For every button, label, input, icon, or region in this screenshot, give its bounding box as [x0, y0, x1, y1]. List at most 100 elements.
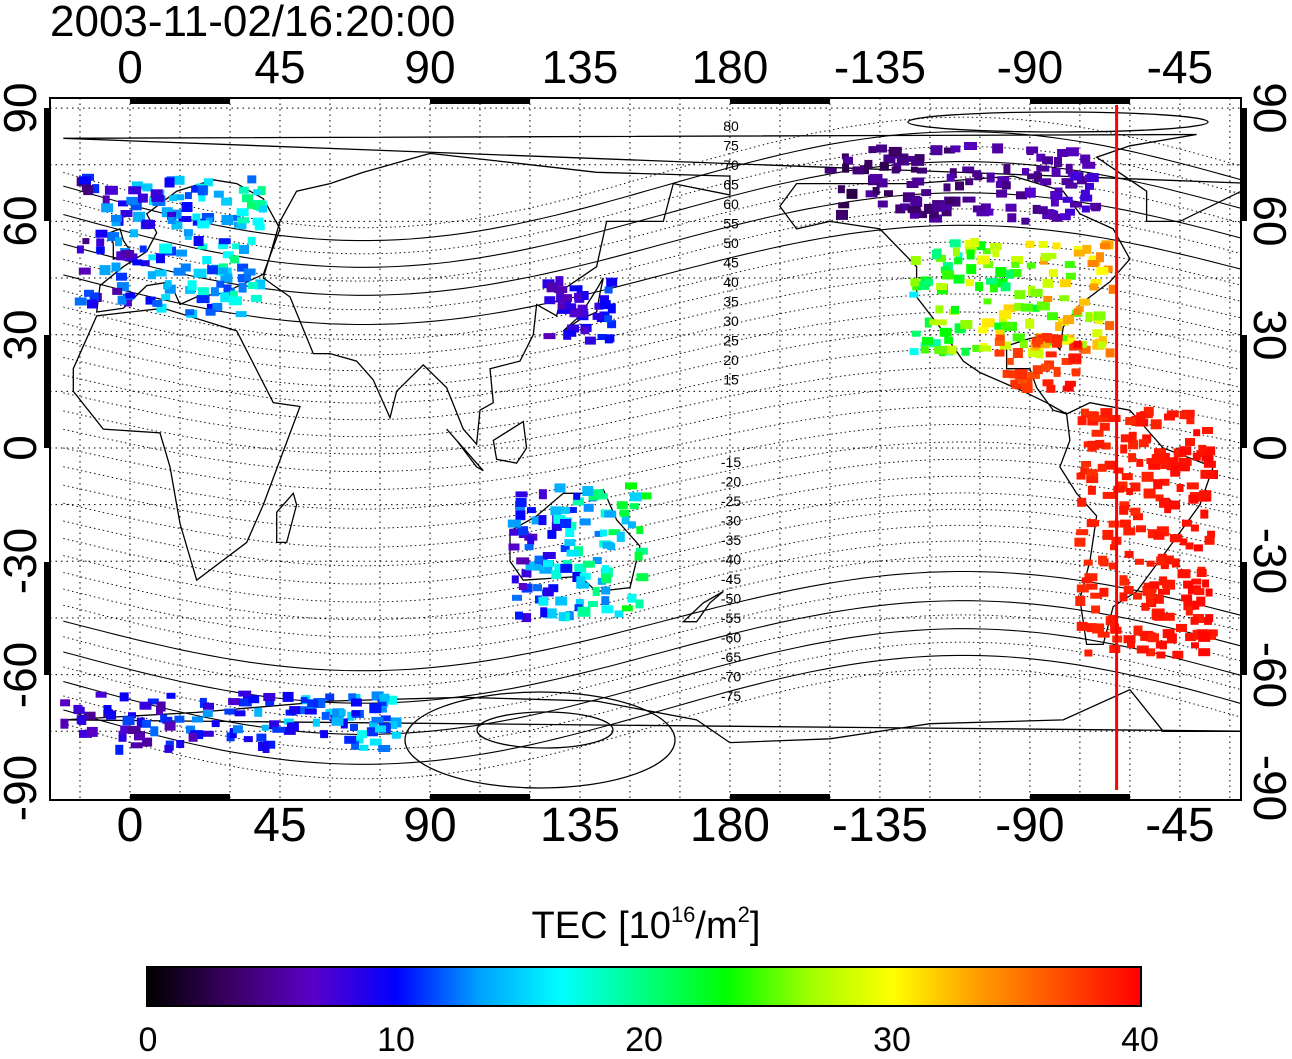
tec-point [191, 185, 199, 193]
tec-point [600, 295, 609, 305]
tec-point [1177, 569, 1191, 579]
tec-point [917, 211, 928, 219]
tec-point [1191, 578, 1202, 585]
tec-point [1020, 303, 1033, 312]
tec-point [539, 564, 553, 574]
tec-point [1001, 181, 1011, 190]
tec-point [911, 159, 925, 166]
tec-point [550, 506, 562, 516]
magnetic-contour [63, 524, 1241, 621]
tec-point [1159, 497, 1170, 508]
tec-point [86, 726, 98, 737]
tec-point [846, 188, 858, 199]
tec-point [604, 336, 613, 344]
tec-point [122, 716, 135, 726]
tec-point [900, 153, 909, 161]
tec-point [1130, 507, 1141, 516]
tec-point [1123, 586, 1134, 594]
tec-point [976, 241, 986, 251]
tec-point [1166, 633, 1177, 644]
tec-point [1180, 459, 1192, 466]
tec-point [1032, 204, 1041, 214]
tec-point [942, 270, 955, 280]
tec-point [910, 256, 921, 265]
coastline-4 [1059, 402, 1215, 646]
tec-point [507, 519, 521, 528]
tec-point [312, 718, 320, 727]
tec-point [243, 736, 253, 743]
tec-point [1192, 600, 1200, 610]
tec-point [910, 278, 920, 287]
tec-point [60, 699, 71, 707]
tec-point [981, 318, 995, 328]
magnetic-contour [63, 458, 1241, 548]
right-lat-tick: 30 [1244, 309, 1292, 361]
tec-point [106, 710, 117, 720]
tec-point [522, 613, 532, 623]
tec-point [348, 693, 357, 702]
tec-point [92, 184, 100, 194]
tec-point [1156, 651, 1166, 659]
tec-point [888, 146, 902, 157]
tec-point [1035, 348, 1044, 359]
tec-point [128, 712, 136, 719]
magnetic-label-south: -65 [721, 649, 741, 665]
tec-point [121, 249, 135, 258]
tec-point [123, 299, 132, 307]
tec-point [186, 725, 195, 734]
tec-point [515, 510, 526, 521]
tec-point [917, 280, 930, 290]
tec-point [625, 482, 637, 490]
tec-point [218, 267, 228, 275]
magnetic-contour [63, 224, 1241, 326]
magnetic-label-south: -30 [721, 513, 741, 529]
tec-point [1198, 631, 1211, 642]
tec-point [176, 740, 185, 748]
tec-point [1063, 315, 1075, 325]
tec-point [992, 143, 1004, 154]
tec-point [1042, 278, 1054, 288]
magnetic-label-north: 40 [723, 274, 739, 290]
tec-point [283, 718, 294, 725]
tec-point [877, 200, 888, 208]
tec-point [992, 248, 1000, 258]
tec-point [1108, 284, 1116, 294]
tec-point [1186, 416, 1195, 425]
tec-point [127, 726, 141, 734]
top-lon-tick: 45 [254, 41, 306, 93]
tec-point [950, 145, 961, 153]
tec-point [511, 575, 519, 584]
left-lat-tick: 60 [0, 195, 46, 247]
tec-point [1193, 429, 1201, 437]
tec-point [1045, 351, 1057, 358]
tec-point [1098, 415, 1112, 423]
tec-point [972, 205, 985, 213]
tec-point [1162, 629, 1175, 639]
left-lat-tick: 0 [0, 435, 46, 461]
tec-point [1086, 623, 1097, 633]
tec-point [588, 601, 598, 607]
tec-point [218, 238, 231, 245]
magnetic-contour [63, 654, 1241, 765]
tec-point [1196, 596, 1206, 607]
tec-point [1017, 377, 1028, 385]
tec-point [986, 277, 998, 285]
colorbar-title-exponent: 16 [670, 902, 696, 927]
tec-point [865, 190, 878, 198]
tec-point [952, 247, 960, 257]
coastline-2 [262, 152, 731, 446]
tec-point [188, 732, 198, 742]
tec-point [371, 691, 384, 701]
tec-point [187, 280, 197, 291]
magnetic-contour [63, 329, 1241, 421]
tec-point [930, 145, 943, 156]
tec-point [355, 735, 364, 744]
tec-point [156, 303, 167, 313]
tec-point [1098, 336, 1107, 345]
tec-point [975, 282, 984, 291]
tec-point [910, 166, 918, 173]
left-lat-tick: -60 [0, 641, 46, 708]
tec-point [575, 599, 584, 609]
tec-point [1051, 334, 1063, 342]
tec-point [601, 596, 610, 606]
